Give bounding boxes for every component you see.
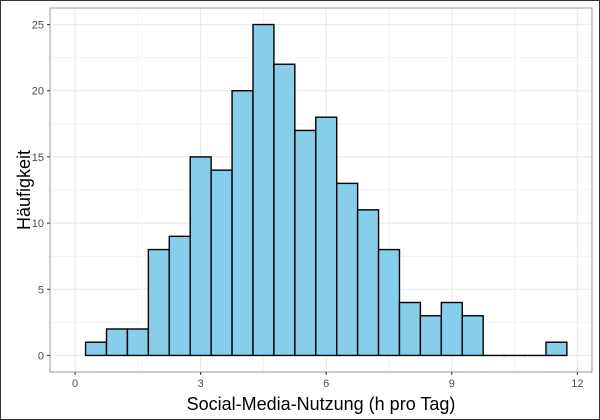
panel-border [49,7,593,373]
histogram-bars [84,23,568,357]
histogram-bar [105,328,129,357]
x-tick-label: 6 [323,378,329,390]
histogram-bar [294,129,317,357]
y-tick-label: 25 [32,20,44,32]
histogram-bar [335,182,359,357]
x-axis-ticks: 0 3 6 9 12 [72,372,583,390]
histogram-bar [545,341,568,357]
x-tick-label: 3 [198,378,204,390]
x-tick-label: 0 [72,378,78,390]
histogram-bar [189,156,212,357]
histogram-bar [231,90,254,357]
y-tick-label: 5 [38,284,44,296]
y-axis-ticks: 0 5 10 15 20 25 [32,20,50,362]
y-tick-label: 10 [32,218,44,230]
y-tick-label: 0 [38,350,44,362]
histogram-bar [461,315,484,357]
x-axis-title: Social-Media-Nutzung (h pro Tag) [187,394,456,414]
histogram-bar [126,328,150,357]
x-tick-label: 12 [571,378,583,390]
histogram-bar [419,315,443,357]
histogram-bar [252,23,275,357]
histogram-bar [273,63,296,357]
x-tick-label: 9 [449,378,455,390]
y-tick-label: 15 [32,152,44,164]
histogram-bar [168,235,191,357]
y-axis-title: Häufigkeit [14,150,34,230]
histogram-bar [440,301,463,357]
histogram-bar [84,341,108,357]
histogram-bar [315,116,338,357]
histogram-bar [377,248,401,357]
histogram-bar [147,248,170,357]
y-tick-label: 20 [32,86,44,98]
histogram-bar [210,169,233,357]
histogram-bar [356,209,380,357]
histogram-bar [398,301,422,357]
